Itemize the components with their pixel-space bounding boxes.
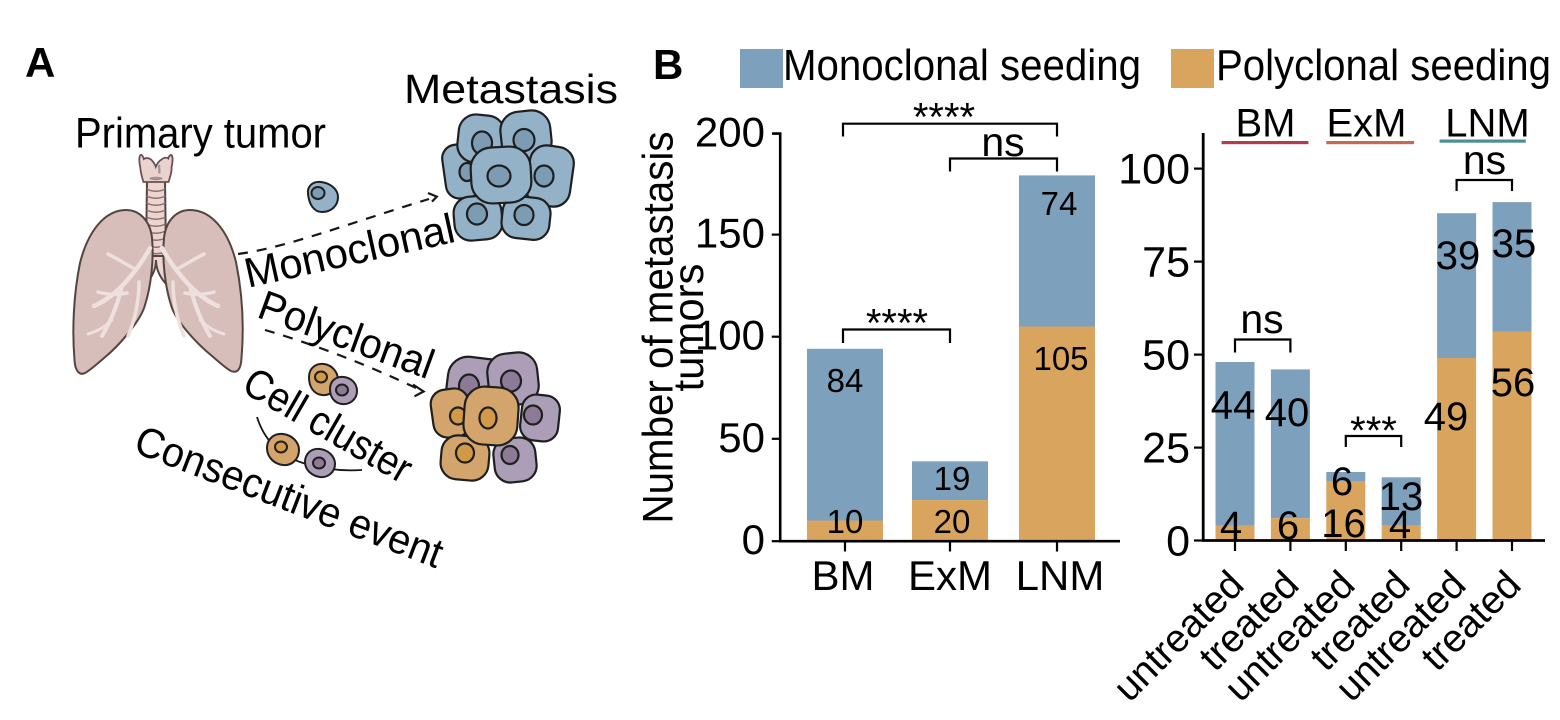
- svg-text:tumors: tumors: [665, 264, 713, 392]
- svg-text:84: 84: [827, 362, 864, 399]
- svg-text:B: B: [653, 41, 683, 88]
- svg-text:49: 49: [1424, 395, 1469, 439]
- svg-text:ExM: ExM: [1327, 102, 1407, 146]
- svg-text:74: 74: [1041, 185, 1078, 222]
- svg-text:0: 0: [742, 516, 765, 563]
- svg-text:20: 20: [934, 503, 971, 540]
- svg-text:Monoclonal seeding: Monoclonal seeding: [783, 41, 1141, 90]
- svg-text:4: 4: [1389, 503, 1411, 547]
- svg-text:105: 105: [1033, 340, 1088, 377]
- svg-text:Number of metastasis: Number of metastasis: [635, 132, 683, 524]
- svg-text:44: 44: [1211, 384, 1256, 428]
- svg-text:25: 25: [1142, 425, 1190, 473]
- svg-text:Polyclonal seeding: Polyclonal seeding: [1216, 41, 1551, 90]
- svg-text:150: 150: [695, 210, 765, 257]
- svg-text:****: ****: [866, 302, 928, 346]
- svg-text:ns: ns: [1240, 296, 1283, 342]
- svg-text:200: 200: [695, 109, 765, 156]
- svg-text:4: 4: [1220, 504, 1242, 548]
- svg-text:Metastasis: Metastasis: [404, 66, 618, 112]
- svg-text:A: A: [25, 39, 55, 86]
- svg-text:6: 6: [1277, 504, 1299, 548]
- svg-text:50: 50: [718, 414, 765, 461]
- svg-text:75: 75: [1142, 239, 1190, 287]
- svg-text:19: 19: [934, 460, 971, 497]
- svg-text:35: 35: [1492, 222, 1537, 266]
- svg-text:16: 16: [1321, 502, 1366, 546]
- svg-text:BM: BM: [1236, 102, 1296, 146]
- svg-text:10: 10: [827, 503, 864, 540]
- svg-text:6: 6: [1331, 460, 1353, 504]
- svg-text:ExM: ExM: [908, 552, 992, 599]
- svg-text:BM: BM: [812, 552, 875, 599]
- svg-text:56: 56: [1491, 361, 1536, 405]
- svg-text:ns: ns: [981, 119, 1024, 165]
- svg-text:50: 50: [1142, 332, 1190, 380]
- svg-text:100: 100: [695, 312, 765, 359]
- svg-text:LNM: LNM: [1445, 102, 1529, 146]
- svg-text:13: 13: [1379, 475, 1424, 519]
- svg-text:0: 0: [1166, 518, 1190, 566]
- svg-text:Primary tumor: Primary tumor: [75, 110, 326, 158]
- svg-text:100: 100: [1118, 146, 1190, 194]
- svg-text:***: ***: [1350, 409, 1397, 453]
- svg-text:40: 40: [1265, 391, 1310, 435]
- svg-text:LNM: LNM: [1016, 552, 1105, 599]
- svg-text:ns: ns: [1463, 137, 1506, 183]
- svg-text:39: 39: [1436, 234, 1481, 278]
- svg-text:****: ****: [913, 96, 975, 140]
